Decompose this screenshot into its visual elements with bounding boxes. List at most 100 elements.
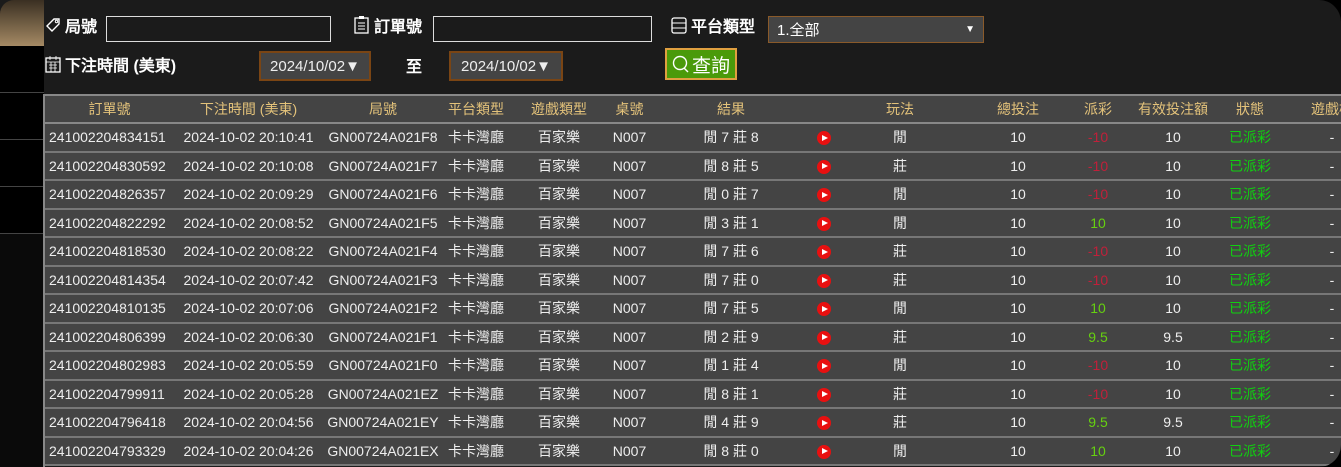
play-icon[interactable] [817,273,831,288]
magnifier-icon [672,55,689,73]
platform-cell: 卡卡灣廳 [443,351,509,381]
total-bet-cell: 10 [964,265,1072,295]
column-header: 局號 [323,94,443,124]
sidebar-item[interactable] [0,93,44,140]
round-number-cell: GN00724A021F1 [323,322,443,352]
play-icon[interactable] [817,245,831,260]
date-to-picker[interactable]: 2024/10/02▼ [449,51,563,81]
round-number-cell: GN00724A021F5 [323,208,443,238]
payout-cell: 9.5 [1072,322,1124,352]
order-number-cell: 241002204796418 [45,408,174,438]
order-number-cell: 241002204826357 [45,180,174,210]
sidebar [0,46,44,467]
game-type-cell: 百家樂 [509,123,609,153]
platform-select[interactable]: 1.全部 ▼ [768,16,984,43]
valid-bet-cell: 10 [1124,151,1222,181]
game-mode-cell: - [1278,237,1341,267]
sidebar-item[interactable] [0,140,44,187]
order-input[interactable] [433,16,652,42]
dropdown-arrow-icon: ▼ [965,24,975,35]
order-number-cell: 241002204834151 [45,123,174,153]
bet-type-cell: 閒 [836,180,964,210]
table-row: 241002204814354 2024-10-02 20:07:42 GN0072… [45,265,1341,295]
platform-cell: 卡卡灣廳 [443,237,509,267]
result-cell: 閒 7 莊 0 [650,265,812,295]
game-mode-cell: - [1278,180,1341,210]
valid-bet-cell: 10 [1124,436,1222,466]
round-input[interactable] [106,16,331,42]
total-bet-cell: 10 [964,180,1072,210]
result-cell: 閒 3 莊 1 [650,208,812,238]
table-number-cell: N007 [609,180,650,210]
column-header: 狀態 [1222,94,1278,124]
column-header [812,94,836,124]
table-header: 訂單號 下注時間 (美東) 局號 平台類型 遊戲類型 桌號 結果 玩法 總投注 派彩 有效投注額 狀態… [45,94,1341,124]
status-cell: 已派彩 [1222,151,1278,181]
payout-cell: 10 [1072,436,1124,466]
tag-icon [46,18,60,32]
bet-type-cell: 閒 [836,123,964,153]
status-cell: 已派彩 [1222,180,1278,210]
bet-type-cell: 閒 [836,436,964,466]
column-header: 桌號 [609,94,650,124]
to-label: 至 [406,59,423,76]
payout-cell: -10 [1072,151,1124,181]
play-icon[interactable] [817,330,831,345]
replay-cell [812,408,836,438]
play-icon[interactable] [817,216,831,231]
play-icon[interactable] [817,302,831,317]
date-from-picker[interactable]: 2024/10/02▼ [259,51,371,81]
search-button[interactable]: 查詢 [665,48,737,80]
play-icon[interactable] [817,444,831,459]
play-icon[interactable] [817,131,831,146]
table-row: 241002204810135 2024-10-02 20:07:06 GN0072… [45,294,1341,324]
replay-cell [812,351,836,381]
bet-type-cell: 莊 [836,265,964,295]
platform-cell: 卡卡灣廳 [443,379,509,409]
sidebar-item[interactable] [0,187,44,234]
bet-time-cell: 2024-10-02 20:08:22 [174,237,323,267]
play-icon[interactable] [817,416,831,431]
table-row: 241002204830592 2024-10-02 20:10:08 GN0072… [45,151,1341,181]
round-number-cell: GN00724A021F7 [323,151,443,181]
status-cell: 已派彩 [1222,379,1278,409]
payout-cell: -10 [1072,237,1124,267]
orders-table: 訂單號 下注時間 (美東) 局號 平台類型 遊戲類型 桌號 結果 玩法 總投注 派彩 有效投注額 狀態… [43,94,1341,467]
table-number-cell: N007 [609,322,650,352]
order-number-cell: 241002204818530 [45,237,174,267]
play-icon[interactable] [817,359,831,374]
payout-cell: 10 [1072,294,1124,324]
bet-type-cell: 閒 [836,294,964,324]
game-type-cell: 百家樂 [509,379,609,409]
valid-bet-cell: 10 [1124,294,1222,324]
replay-cell [812,237,836,267]
status-cell: 已派彩 [1222,322,1278,352]
play-icon[interactable] [817,387,831,402]
play-icon[interactable] [817,159,831,174]
bet-time-cell: 2024-10-02 20:07:42 [174,265,323,295]
round-number-cell: GN00724A021F4 [323,237,443,267]
result-cell: 閒 0 莊 7 [650,180,812,210]
column-header: 平台類型 [443,94,509,124]
game-type-cell: 百家樂 [509,208,609,238]
game-mode-cell: - [1278,379,1341,409]
table-number-cell: N007 [609,351,650,381]
play-icon[interactable] [817,188,831,203]
bet-type-cell: 莊 [836,237,964,267]
column-header: 遊戲模 [1278,94,1341,124]
bet-time-cell: 2024-10-02 20:04:56 [174,408,323,438]
column-header: 訂單號 [45,94,174,124]
order-number-cell: 241002204793329 [45,436,174,466]
total-bet-cell: 10 [964,294,1072,324]
bet-time-cell: 2024-10-02 20:05:59 [174,351,323,381]
table-number-cell: N007 [609,265,650,295]
status-cell: 已派彩 [1222,294,1278,324]
bet-time-cell: 2024-10-02 20:04:26 [174,436,323,466]
sidebar-item[interactable] [0,46,44,93]
payout-cell: 9.5 [1072,408,1124,438]
status-cell: 已派彩 [1222,436,1278,466]
table-number-cell: N007 [609,151,650,181]
round-number-cell: GN00724A021EX [323,436,443,466]
bet-type-cell: 莊 [836,151,964,181]
